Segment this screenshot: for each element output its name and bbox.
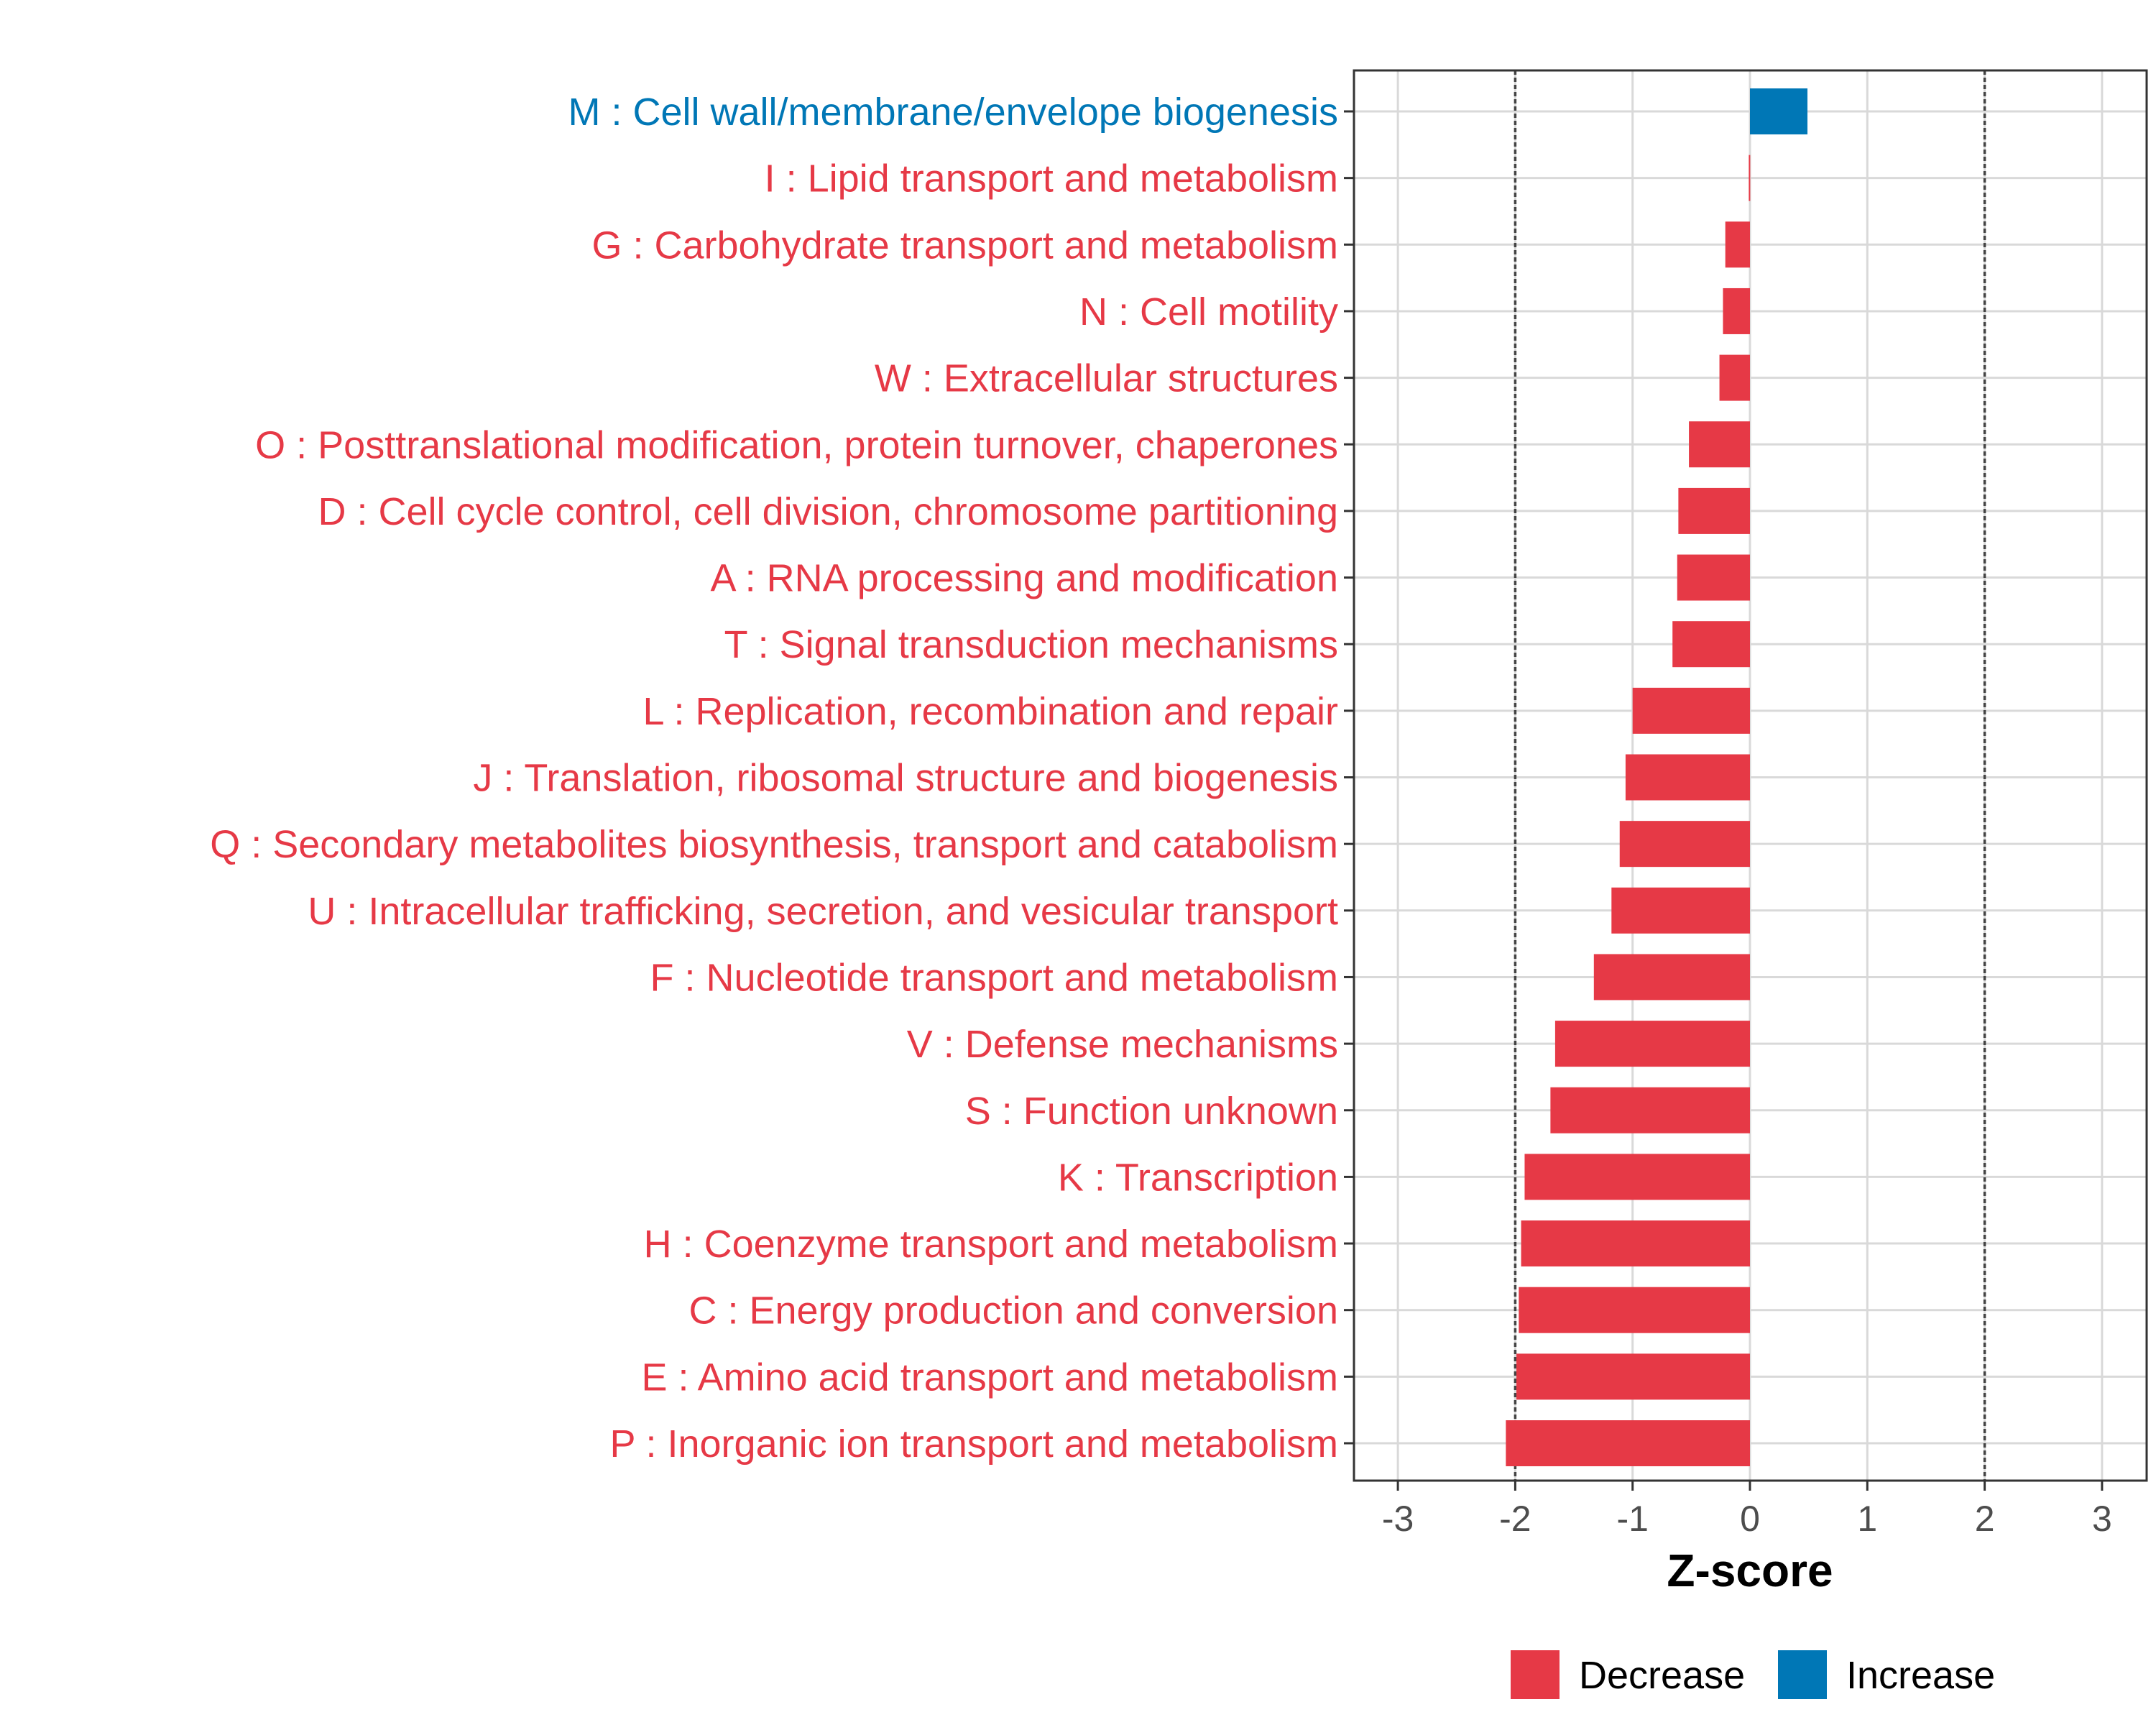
bar xyxy=(1619,821,1750,868)
bar xyxy=(1611,887,1750,934)
bar xyxy=(1625,754,1750,801)
category-label: T : Signal transduction mechanisms xyxy=(724,623,1338,666)
category-label: W : Extracellular structures xyxy=(875,357,1338,400)
bar xyxy=(1593,954,1750,1000)
x-axis-ticks: -3 -2 -1 0 1 2 3 xyxy=(1382,1481,2112,1539)
category-label: J : Translation, ribosomal structure and… xyxy=(473,757,1338,800)
bar xyxy=(1632,687,1750,734)
y-axis-ticks xyxy=(1344,110,1354,1445)
x-tick-label: 0 xyxy=(1740,1499,1760,1539)
category-label: P : Inorganic ion transport and metaboli… xyxy=(609,1422,1338,1466)
reference-lines xyxy=(1514,70,1986,1481)
bar xyxy=(1689,421,1750,468)
legend: Decrease Increase xyxy=(1511,1650,1995,1699)
x-tick-label: 3 xyxy=(2092,1499,2112,1539)
x-tick-label: -3 xyxy=(1382,1499,1414,1539)
x-tick-label: 1 xyxy=(1857,1499,1877,1539)
bar xyxy=(1750,88,1808,134)
bar xyxy=(1725,221,1750,268)
grid-lines xyxy=(1354,70,2147,1481)
bar xyxy=(1506,1420,1750,1466)
bar xyxy=(1749,155,1751,201)
bar xyxy=(1677,554,1750,601)
bar xyxy=(1521,1220,1750,1267)
bar xyxy=(1524,1154,1750,1200)
category-label: V : Defense mechanisms xyxy=(907,1023,1338,1066)
bar xyxy=(1550,1087,1750,1133)
category-label: C : Energy production and conversion xyxy=(688,1289,1338,1333)
bar xyxy=(1723,288,1750,334)
category-label: D : Cell cycle control, cell division, c… xyxy=(318,490,1338,533)
category-label: I : Lipid transport and metabolism xyxy=(765,157,1338,201)
legend-swatch-decrease xyxy=(1511,1650,1560,1699)
category-label: H : Coenzyme transport and metabolism xyxy=(644,1223,1338,1266)
legend-label-increase: Increase xyxy=(1846,1654,1995,1697)
category-label: S : Function unknown xyxy=(965,1090,1338,1133)
category-label: U : Intracellular trafficking, secretion… xyxy=(308,890,1338,933)
category-label: E : Amino acid transport and metabolism xyxy=(642,1356,1338,1399)
bar xyxy=(1672,621,1750,668)
x-tick-label: -1 xyxy=(1616,1499,1648,1539)
category-label: A : RNA processing and modification xyxy=(711,557,1338,600)
bar xyxy=(1516,1353,1750,1400)
legend-label-decrease: Decrease xyxy=(1579,1654,1745,1697)
category-label: O : Posttranslational modification, prot… xyxy=(255,423,1338,466)
x-axis-title: Z-score xyxy=(1667,1545,1833,1596)
x-tick-label: -2 xyxy=(1499,1499,1531,1539)
category-label: G : Carbohydrate transport and metabolis… xyxy=(592,224,1339,267)
legend-swatch-increase xyxy=(1778,1650,1827,1699)
category-labels: M : Cell wall/membrane/envelope biogenes… xyxy=(210,91,1338,1466)
bar xyxy=(1554,1021,1750,1067)
bars xyxy=(1506,88,1808,1466)
category-label: Q : Secondary metabolites biosynthesis, … xyxy=(210,823,1338,866)
category-label: M : Cell wall/membrane/envelope biogenes… xyxy=(568,91,1338,134)
category-label: F : Nucleotide transport and metabolism xyxy=(650,956,1338,999)
bar xyxy=(1719,354,1750,401)
category-label: K : Transcription xyxy=(1058,1156,1338,1199)
category-label: N : Cell motility xyxy=(1079,290,1338,334)
x-tick-label: 2 xyxy=(1975,1499,1995,1539)
bar xyxy=(1519,1287,1750,1333)
bar xyxy=(1678,487,1750,534)
category-label: L : Replication, recombination and repai… xyxy=(642,690,1338,733)
